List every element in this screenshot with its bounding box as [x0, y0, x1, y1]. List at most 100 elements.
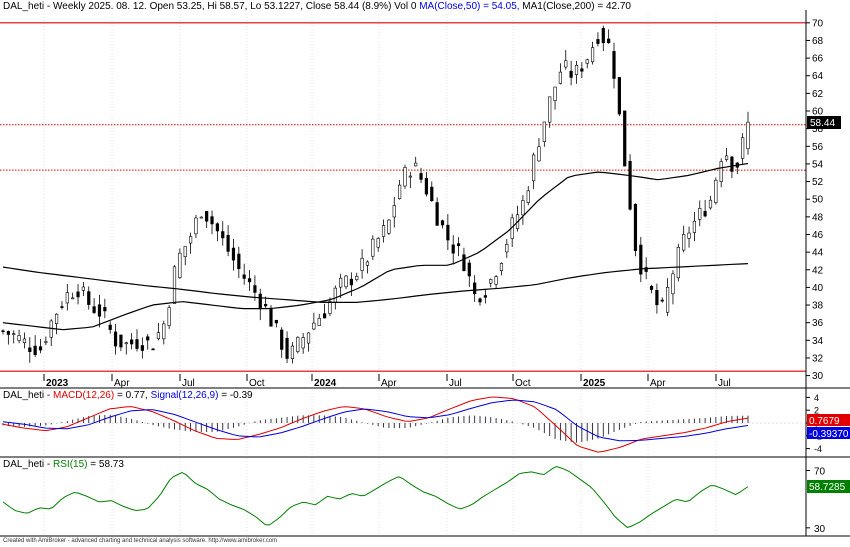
candle — [226, 225, 230, 257]
candle — [285, 331, 289, 364]
candle — [446, 214, 450, 251]
candle — [339, 273, 343, 298]
ma50-line — [2, 162, 749, 331]
candle — [494, 274, 498, 289]
candle — [676, 243, 680, 282]
rsi-tick-label: 30 — [814, 524, 826, 535]
candle — [87, 286, 91, 310]
candle — [451, 235, 455, 265]
candle — [12, 330, 16, 344]
rsi-panel[interactable] — [0, 457, 806, 536]
candle — [392, 196, 396, 228]
price-tick-label: 64 — [812, 71, 824, 82]
price-tick-label: 52 — [812, 177, 824, 188]
candle — [119, 334, 123, 352]
candle — [113, 324, 118, 355]
rsi-header-symbol: DAL_heti — [3, 459, 44, 470]
candle — [54, 313, 59, 335]
candle — [183, 246, 187, 266]
header-ma50: MA(Close,50) = 54.05, — [419, 1, 519, 12]
candle — [424, 171, 429, 197]
candle — [526, 186, 530, 206]
candle — [381, 219, 386, 243]
candle — [71, 292, 75, 300]
candle — [130, 333, 134, 350]
candle — [199, 216, 203, 219]
candle — [585, 58, 589, 69]
candle — [590, 41, 595, 65]
macd-line — [2, 396, 749, 453]
x-axis-labels: 2023 Apr Jul Oct 2024 Apr Jul Oct 2025 Apr Jul — [43, 374, 731, 389]
candle — [28, 337, 32, 363]
candle — [596, 32, 600, 47]
candle — [38, 339, 43, 354]
price-panel[interactable] — [0, 10, 806, 388]
price-tick-label: 42 — [812, 265, 824, 276]
price-badge-text: 58.44 — [810, 118, 835, 129]
rsi-badge-text: 58.7285 — [809, 482, 846, 493]
candle — [306, 332, 311, 352]
price-tick-label: 62 — [812, 89, 824, 100]
candle — [167, 304, 171, 329]
candle — [280, 327, 284, 358]
header-symbol: DAL_heti — [3, 1, 44, 12]
candle — [156, 322, 161, 341]
candle — [414, 156, 418, 167]
candle — [242, 263, 246, 285]
x-tick-label: Jul — [718, 378, 731, 389]
horizontal-lines[interactable] — [0, 22, 806, 372]
candle — [687, 226, 691, 248]
price-tick-label: 44 — [812, 248, 824, 259]
rsi-tick-label: 70 — [814, 466, 826, 477]
macd-tick-label: 2 — [814, 406, 819, 416]
candle — [532, 152, 536, 190]
candle — [505, 239, 509, 258]
candle — [478, 297, 482, 306]
candle — [419, 167, 423, 183]
candle — [671, 270, 675, 305]
candle — [178, 248, 182, 279]
macd-header-label: MACD(12,26) — [53, 390, 114, 401]
candle — [371, 235, 375, 261]
rsi-header: DAL_heti - RSI(15) = 58.73 — [3, 459, 124, 470]
candle — [601, 25, 605, 52]
candle — [467, 259, 471, 287]
candle — [623, 110, 627, 167]
candle — [205, 210, 209, 229]
price-tick-label: 46 — [812, 230, 824, 241]
candle — [708, 195, 713, 210]
candle — [44, 336, 48, 346]
price-badge: 58.44 — [807, 116, 841, 129]
candle — [274, 319, 278, 328]
candle — [612, 42, 616, 89]
candle — [489, 278, 493, 288]
candle — [639, 236, 643, 283]
candle — [682, 225, 686, 253]
candle — [81, 281, 85, 297]
macd-badge-text: 0.7679 — [809, 416, 840, 427]
x-tick-label: Jul — [182, 378, 195, 389]
footer-credit: Created with AmiBroker - advanced charti… — [3, 538, 278, 544]
candle — [617, 77, 621, 117]
macd-tick-label: -4 — [814, 444, 822, 454]
candles — [1, 25, 750, 364]
candle — [558, 63, 563, 85]
candle — [714, 177, 718, 205]
candle — [247, 269, 252, 291]
candle — [33, 335, 37, 357]
x-tick-label: 2025 — [583, 378, 606, 389]
candle — [435, 197, 439, 226]
candle — [349, 272, 353, 296]
ma200-line — [2, 263, 749, 303]
candle — [231, 239, 236, 271]
candle — [322, 303, 327, 319]
candle — [1, 329, 5, 335]
candle — [210, 210, 214, 235]
price-tick-label: 30 — [812, 371, 824, 382]
candle — [76, 284, 80, 305]
price-tick-label: 66 — [812, 54, 824, 65]
macd-badge: 0.7679 — [807, 414, 850, 427]
candle — [317, 313, 321, 326]
candle — [473, 275, 477, 302]
macd-panel[interactable] — [0, 388, 806, 457]
